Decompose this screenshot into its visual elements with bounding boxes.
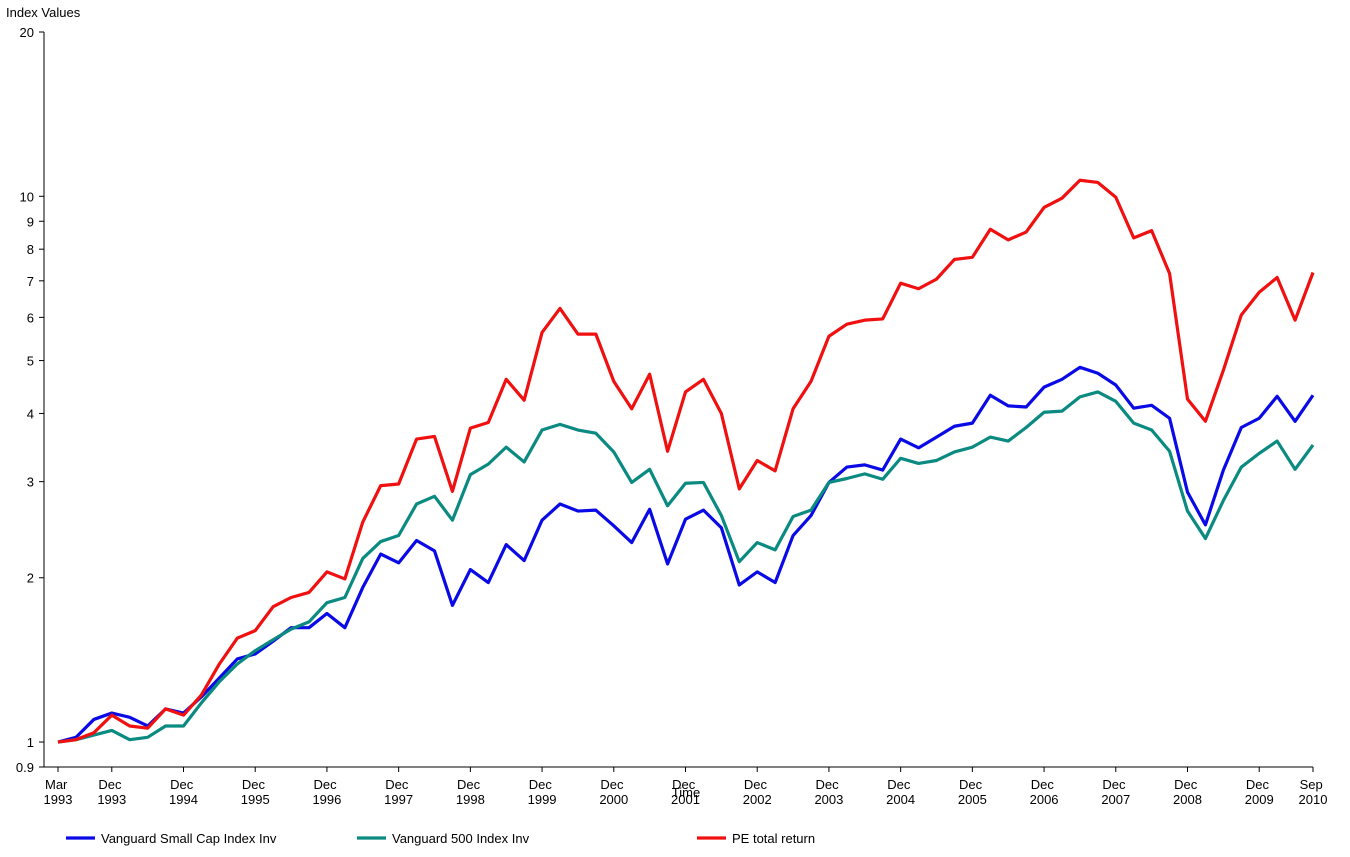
x-tick-label: Dec 2000 <box>599 777 628 807</box>
y-tick-label: 1 <box>27 735 34 750</box>
x-tick-label: Dec 2004 <box>886 777 915 807</box>
x-tick-label: Dec 2008 <box>1173 777 1202 807</box>
x-tick-label: Dec 1996 <box>312 777 341 807</box>
legend-label: Vanguard 500 Index Inv <box>392 831 530 846</box>
x-axis-label: Time <box>672 785 700 800</box>
x-tick-label: Dec 2006 <box>1030 777 1059 807</box>
legend-label: PE total return <box>732 831 815 846</box>
x-tick-label: Dec 2007 <box>1101 777 1130 807</box>
y-tick-label: 10 <box>20 189 34 204</box>
x-tick-label: Dec 1993 <box>97 777 126 807</box>
legend-item: PE total return <box>697 831 815 846</box>
y-tick-label: 20 <box>20 25 34 40</box>
x-tick-label: Dec 2005 <box>958 777 987 807</box>
x-tick-label: Dec 2009 <box>1245 777 1274 807</box>
x-tick-label: Dec 2003 <box>814 777 843 807</box>
legend-label: Vanguard Small Cap Index Inv <box>101 831 277 846</box>
series-line <box>57 390 1315 744</box>
y-tick-label: 3 <box>27 475 34 490</box>
x-tick-label: Dec 1994 <box>169 777 198 807</box>
y-tick-label: 8 <box>27 242 34 257</box>
y-tick-label: 7 <box>27 274 34 289</box>
x-tick-label: Dec 1997 <box>384 777 413 807</box>
y-tick-label: 9 <box>27 214 34 229</box>
x-tick-label: Dec 2001 <box>671 777 700 807</box>
x-tick-label: Dec 1998 <box>456 777 485 807</box>
y-tick-label: 6 <box>27 310 34 325</box>
y-tick-label: 2 <box>27 571 34 586</box>
y-tick-label: 5 <box>27 354 34 369</box>
legend-item: Vanguard 500 Index Inv <box>357 831 530 846</box>
y-tick-label: 4 <box>27 406 34 421</box>
y-axis-label: Index Values <box>6 5 81 20</box>
x-tick-label: Mar 1993 <box>44 777 73 807</box>
x-tick-label: Dec 2002 <box>743 777 772 807</box>
series-line <box>57 178 1315 744</box>
series-line <box>57 365 1315 744</box>
x-tick-label: Dec 1999 <box>528 777 557 807</box>
x-tick-label: Sep 2010 <box>1299 777 1328 807</box>
legend-item: Vanguard Small Cap Index Inv <box>66 831 277 846</box>
x-tick-label: Dec 1995 <box>241 777 270 807</box>
y-tick-label: 0.9 <box>16 760 34 775</box>
